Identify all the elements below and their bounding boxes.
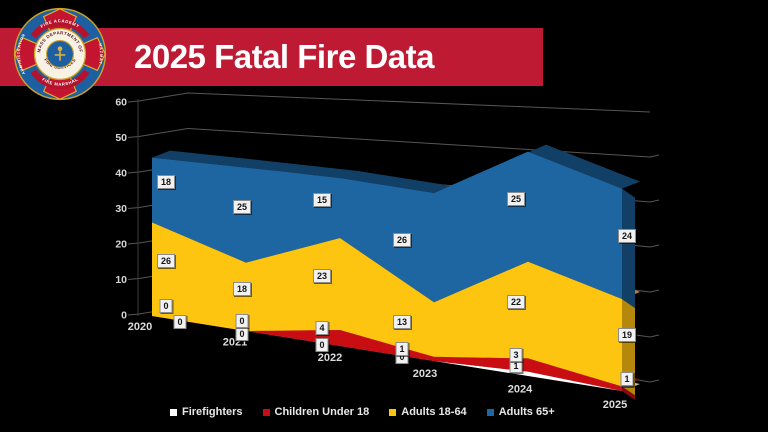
y-tick-label-20: 20 — [115, 239, 127, 251]
x-axis-label-2023: 2023 — [413, 368, 437, 380]
legend-label-children-under-18: Children Under 18 — [274, 406, 370, 418]
legend-swatch-adults-65-plus — [486, 408, 494, 416]
y-tick-label-0: 0 — [121, 310, 127, 322]
area-side-cap-adults-18-64 — [622, 299, 635, 396]
legend-item-adults-18-64: Adults 18-64 — [389, 406, 467, 418]
seal-text-hazmat: HAZMAT — [98, 43, 103, 65]
y-tick-label-50: 50 — [115, 132, 127, 144]
seal-bottom-ribbon — [30, 69, 90, 90]
y-tick-label-30: 30 — [115, 203, 127, 215]
seal-center-figure — [54, 46, 66, 61]
y-tick-label-40: 40 — [115, 168, 127, 180]
page-title: 2025 Fatal Fire Data — [134, 38, 435, 75]
right-wall-tick — [649, 154, 660, 158]
x-axis-label-2020: 2020 — [128, 321, 152, 333]
chart-legend: Firefighters Children Under 18 Adults 18… — [170, 406, 555, 418]
right-wall-tick — [649, 289, 660, 293]
area-front-adults-65- — [152, 151, 622, 303]
right-wall-tick — [649, 244, 660, 248]
legend-label-adults-18-64: Adults 18-64 — [401, 406, 467, 418]
legend-swatch-adults-18-64 — [389, 408, 397, 416]
right-wall-tick — [649, 379, 660, 383]
right-wall-tick — [649, 334, 660, 338]
svg-text:HAZMAT: HAZMAT — [98, 43, 103, 65]
y-tick-label-60: 60 — [115, 97, 127, 109]
area-front-firefighters — [152, 316, 622, 391]
legend-item-children-under-18: Children Under 18 — [262, 406, 370, 418]
fire-department-seal-logo: ADMINISTRATION HAZMAT FIRE ACADEMY FIRE … — [13, 7, 107, 101]
x-axis-label-2024: 2024 — [508, 383, 533, 395]
seal-top-ribbon — [30, 18, 90, 39]
area-side-cap-adults-65- — [622, 188, 635, 308]
area-side-cap-children-under-18 — [622, 386, 635, 400]
x-axis-label-2021: 2021 — [223, 337, 247, 349]
legend-item-firefighters: Firefighters — [170, 406, 243, 418]
gridline-50 — [127, 127, 651, 158]
area-front-adults-18-64 — [152, 222, 622, 387]
right-wall-tick — [649, 199, 660, 203]
legend-swatch-children-under-18 — [262, 408, 270, 416]
x-axis-label-2025: 2025 — [603, 399, 627, 411]
legend-item-adults-65-plus: Adults 65+ — [486, 406, 555, 418]
area-front-children-under-18 — [152, 316, 622, 391]
x-axis-label-2022: 2022 — [318, 352, 342, 364]
gridline-60 — [127, 92, 651, 113]
y-tick-label-10: 10 — [115, 274, 127, 286]
legend-swatch-firefighters — [170, 408, 177, 416]
legend-label-adults-65-plus: Adults 65+ — [498, 406, 555, 418]
legend-label-firefighters: Firefighters — [182, 406, 243, 418]
